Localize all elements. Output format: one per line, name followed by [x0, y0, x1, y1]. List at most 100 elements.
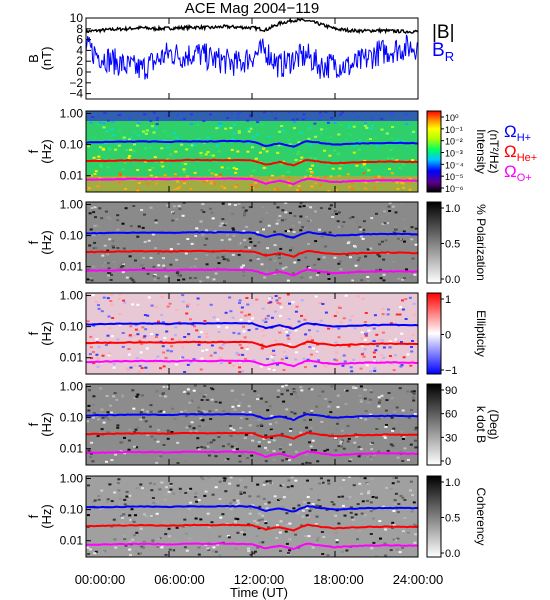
texture-cell — [143, 240, 147, 243]
texture-cell — [239, 360, 242, 363]
texture-cell — [89, 346, 93, 349]
texture-cell — [151, 166, 155, 169]
texture-cell — [252, 359, 256, 362]
texture-cell — [309, 276, 313, 279]
texture-cell — [388, 346, 392, 349]
texture-cell — [305, 215, 309, 218]
texture-cell — [157, 429, 161, 432]
texture-cell — [161, 321, 165, 324]
texture-cell — [277, 256, 281, 259]
texture-cell — [337, 211, 341, 214]
texture-cell — [97, 155, 101, 158]
texture-cell — [122, 136, 126, 139]
texture-cell — [104, 343, 108, 346]
texture-cell — [399, 306, 403, 309]
texture-cell — [199, 331, 203, 334]
kdotb-texture — [86, 384, 418, 465]
texture-cell — [116, 214, 120, 217]
texture-cell — [125, 367, 129, 370]
texture-cell — [110, 303, 114, 306]
texture-cell — [160, 147, 164, 150]
texture-cell — [351, 279, 355, 282]
texture-cell — [272, 450, 276, 453]
texture-cell — [235, 448, 239, 451]
texture-cell — [299, 202, 303, 205]
texture-cell — [385, 424, 388, 426]
texture-cell — [86, 420, 89, 423]
texture-cell — [136, 303, 140, 306]
texture-cell — [403, 499, 407, 501]
texture-cell — [203, 320, 207, 322]
texture-cell — [121, 395, 125, 398]
texture-cell — [355, 220, 359, 223]
texture-cell — [91, 294, 95, 297]
texture-cell — [92, 412, 96, 415]
texture-cell — [369, 247, 373, 250]
texture-cell — [284, 202, 288, 204]
texture-cell — [352, 125, 356, 128]
texture-cell — [264, 520, 268, 523]
texture-cell — [108, 483, 112, 486]
texture-cell — [88, 212, 92, 215]
texture-cell — [121, 168, 125, 171]
texture-cell — [108, 327, 112, 330]
texture-cell — [392, 369, 396, 372]
colorbar-scale — [426, 292, 442, 375]
texture-cell — [396, 139, 400, 142]
texture-cell — [338, 260, 342, 263]
texture-cell — [87, 449, 91, 452]
texture-cell — [403, 447, 407, 450]
texture-cell — [139, 418, 143, 421]
texture-cell — [308, 266, 312, 269]
texture-cell — [138, 370, 142, 373]
texture-cell — [392, 231, 396, 234]
texture-cell — [273, 495, 277, 498]
texture-cell — [272, 349, 276, 352]
texture-cell — [317, 258, 321, 261]
texture-cell — [210, 398, 214, 401]
texture-cell — [305, 461, 309, 464]
texture-cell — [144, 147, 148, 150]
texture-cell — [341, 495, 345, 498]
texture-cell — [396, 340, 399, 343]
texture-cell — [273, 259, 277, 262]
texture-cell — [214, 400, 218, 403]
texture-cell — [95, 338, 99, 341]
texture-cell — [294, 533, 298, 536]
texture-cell — [196, 437, 200, 440]
texture-cell — [337, 445, 341, 448]
texture-cell — [284, 384, 288, 387]
texture-cell — [201, 279, 205, 282]
texture-cell — [252, 169, 256, 172]
texture-cell — [273, 244, 277, 247]
texture-cell — [225, 258, 229, 261]
texture-cell — [383, 222, 387, 225]
texture-cell — [199, 280, 203, 283]
texture-cell — [409, 480, 413, 483]
texture-cell — [112, 133, 116, 136]
texture-cell — [197, 406, 201, 409]
texture-cell — [342, 354, 346, 357]
texture-cell — [342, 447, 346, 450]
texture-cell — [359, 228, 363, 231]
texture-cell — [135, 446, 139, 449]
texture-cell — [173, 537, 177, 540]
texture-cell — [346, 242, 350, 245]
texture-cell — [410, 238, 414, 241]
texture-cell — [366, 482, 370, 485]
texture-cell — [367, 401, 371, 404]
texture-cell — [391, 482, 395, 485]
texture-cell — [257, 445, 261, 448]
texture-cell — [121, 516, 124, 519]
ylabel: f — [26, 422, 41, 426]
texture-cell — [378, 268, 382, 271]
texture-cell — [265, 480, 269, 483]
texture-cell — [304, 453, 308, 456]
texture-cell — [143, 213, 146, 216]
texture-cell — [215, 227, 219, 230]
texture-cell — [146, 272, 150, 275]
texture-cell — [381, 307, 385, 310]
texture-cell — [207, 454, 211, 457]
texture-cell — [128, 548, 132, 551]
texture-cell — [360, 165, 364, 168]
